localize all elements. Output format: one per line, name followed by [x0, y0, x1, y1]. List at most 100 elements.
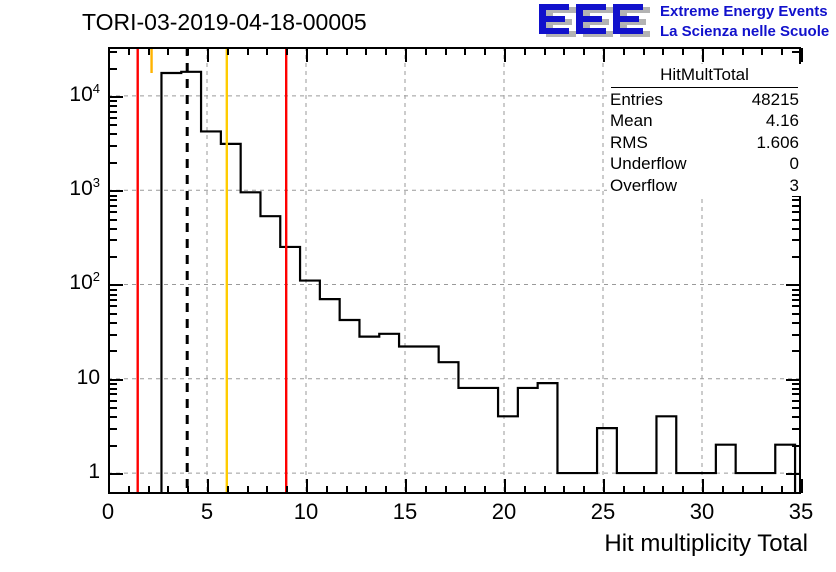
x-tick-minor — [227, 486, 229, 493]
eee-logo-line1: Extreme Energy Events — [660, 3, 828, 20]
y-tick-minor — [110, 211, 117, 213]
y-tick-minor — [110, 228, 117, 230]
stats-key: Underflow — [610, 154, 687, 173]
y-tick-minor — [110, 393, 117, 395]
x-tick-minor — [464, 486, 466, 493]
x-tick-minor — [346, 486, 348, 493]
y-tick-minor — [110, 162, 117, 164]
y-tick-minor — [110, 219, 117, 221]
y-tick-major-right — [786, 284, 799, 286]
x-tick-minor — [385, 486, 387, 493]
page-title: TORI-03-2019-04-18-00005 — [82, 9, 367, 35]
y-tick-minor — [110, 305, 117, 307]
x-tick-minor-top — [722, 48, 724, 55]
stats-key: RMS — [610, 132, 648, 152]
x-tick-label: 30 — [689, 499, 715, 524]
x-tick-label: 0 — [101, 499, 115, 524]
y-tick-minor-right — [792, 393, 799, 395]
x-tick-major-top — [603, 48, 605, 62]
y-tick-major — [110, 473, 123, 475]
y-tick-minor — [110, 294, 117, 296]
x-tick-minor-top — [425, 48, 427, 55]
y-tick-label: 10 — [76, 365, 100, 389]
x-tick-minor-top — [583, 48, 585, 55]
x-tick-label: 5 — [200, 499, 214, 524]
y-tick-minor-right — [792, 383, 799, 385]
stats-box: HitMultTotal Entries 48215 Mean 4.16 RMS 1.60… — [607, 64, 802, 196]
x-tick-label: 20 — [491, 499, 517, 524]
y-tick-minor — [110, 105, 117, 107]
x-tick-minor-top — [742, 48, 744, 55]
y-tick-minor-right — [792, 334, 799, 336]
plot-frame — [108, 47, 801, 494]
y-tick-major-right — [786, 379, 799, 381]
x-tick-minor-top — [623, 48, 625, 55]
y-tick-minor — [110, 133, 117, 135]
x-tick-minor-top — [385, 48, 387, 55]
y-tick-minor — [110, 400, 117, 402]
y-tick-minor-right — [792, 350, 799, 352]
x-tick-major — [207, 479, 209, 493]
x-tick-major — [504, 479, 506, 493]
x-tick-label: 25 — [590, 499, 616, 524]
y-tick-minor-right — [792, 228, 799, 230]
x-tick-major — [603, 479, 605, 493]
x-tick-major-top — [702, 48, 704, 62]
x-tick-label: 15 — [392, 499, 418, 524]
x-tick-minor-top — [167, 48, 169, 55]
x-tick-major-top — [405, 48, 407, 62]
y-tick-minor-right — [792, 416, 799, 418]
x-tick-major — [405, 479, 407, 493]
y-tick-minor — [110, 428, 117, 430]
x-axis-title: Hit multiplicity Total — [604, 530, 808, 557]
x-tick-minor-top — [365, 48, 367, 55]
y-tick-minor-right — [792, 305, 799, 307]
y-tick-minor — [110, 117, 117, 119]
y-tick-minor — [110, 124, 117, 126]
stats-key: Overflow — [610, 175, 678, 195]
eee-logo: Extreme Energy Events La Scienza nelle S… — [536, 2, 832, 46]
y-tick-minor-right — [792, 51, 799, 53]
x-tick-major — [702, 479, 704, 493]
x-tick-minor-top — [464, 48, 466, 55]
y-tick-minor-right — [792, 256, 799, 258]
stats-row: RMS 1.606 — [607, 132, 802, 154]
stats-value: 48215 — [751, 89, 799, 109]
y-tick-minor — [110, 388, 117, 390]
x-tick-minor — [563, 486, 565, 493]
x-tick-minor — [742, 486, 744, 493]
x-tick-major — [306, 479, 308, 493]
y-tick-major-right — [786, 473, 799, 475]
x-tick-minor — [128, 486, 130, 493]
y-tick-minor-right — [792, 400, 799, 402]
x-tick-minor — [662, 486, 664, 493]
x-tick-minor — [286, 486, 288, 493]
x-tick-minor — [544, 486, 546, 493]
x-tick-minor-top — [445, 48, 447, 55]
y-tick-minor-right — [792, 219, 799, 221]
stats-row: Underflow 0 — [607, 153, 802, 175]
x-tick-minor — [247, 486, 249, 493]
x-tick-major-top — [108, 48, 110, 62]
x-tick-minor — [643, 486, 645, 493]
x-tick-major — [108, 479, 110, 493]
x-tick-minor-top — [148, 48, 150, 55]
histogram-outline — [160, 70, 797, 494]
y-tick-minor — [110, 313, 117, 315]
x-tick-minor — [425, 486, 427, 493]
y-tick-minor — [110, 416, 117, 418]
x-tick-minor — [266, 486, 268, 493]
y-tick-minor — [110, 334, 117, 336]
y-tick-minor-right — [792, 294, 799, 296]
x-tick-major-top — [801, 48, 803, 62]
y-tick-minor — [110, 239, 117, 241]
y-tick-minor — [110, 256, 117, 258]
stats-value: 3 — [789, 175, 799, 195]
y-tick-label: 104 — [69, 80, 100, 106]
stats-title: HitMultTotal — [611, 64, 798, 88]
y-tick-minor — [110, 195, 117, 197]
x-tick-minor-top — [128, 48, 130, 55]
x-tick-minor — [326, 486, 328, 493]
x-tick-minor — [623, 486, 625, 493]
